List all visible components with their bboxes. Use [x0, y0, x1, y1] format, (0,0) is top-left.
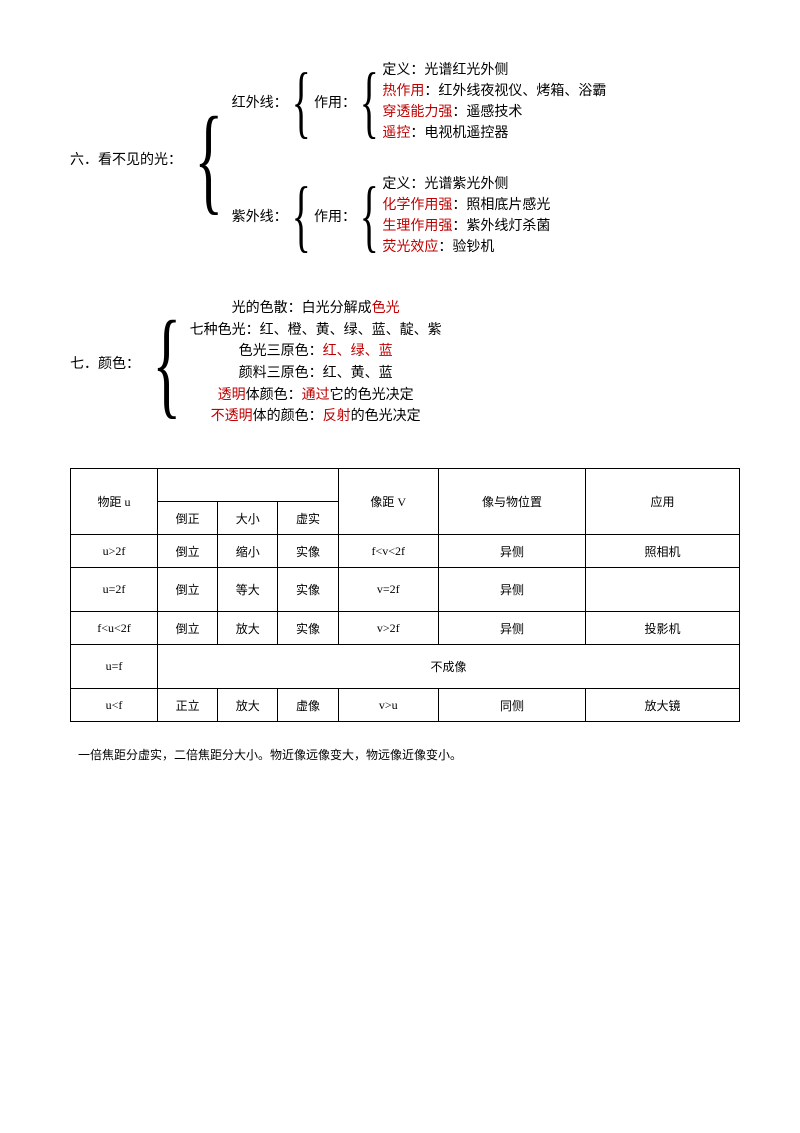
th-orientation: 倒正 — [157, 502, 217, 535]
th-image-dist: 像距 V — [338, 469, 438, 535]
seven-lines: 光的色散：白光分解成色光 七种色光：红、橙、黄、绿、蓝、靛、紫 色光三原色：红、… — [190, 298, 442, 428]
table-row: u=f不成像 — [71, 645, 740, 689]
infrared-group: 红外线： { 作用： { 定义：光谱红光外侧 热作用：红外线夜视仪、烤箱、浴霸 … — [232, 60, 607, 144]
th-position: 像与物位置 — [438, 469, 585, 535]
table-row: f<u<2f倒立放大实像v>2f异侧投影机 — [71, 612, 740, 645]
lens-imaging-table: 物距 u 像距 V 像与物位置 应用 倒正 大小 虚实 u>2f倒立缩小实像f<… — [70, 468, 740, 722]
six-subgroups: 红外线： { 作用： { 定义：光谱红光外侧 热作用：红外线夜视仪、烤箱、浴霸 … — [232, 60, 607, 258]
uv-bio: 生理作用强：紫外线灯杀菌 — [382, 216, 550, 237]
uv-fluor: 荧光效应：验钞机 — [382, 237, 550, 258]
uv-chem: 化学作用强：照相底片感光 — [382, 195, 550, 216]
table-row: u=2f倒立等大实像v=2f异侧 — [71, 568, 740, 612]
seven-colors: 七种色光：红、橙、黄、绿、蓝、靛、紫 — [190, 320, 442, 342]
opaque-color: 不透明体的颜色：反射的色光决定 — [190, 406, 442, 428]
section-six-label: 六．看不见的光： — [70, 149, 182, 169]
footnote: 一倍焦距分虚实，二倍焦距分大小。物近像远像变大，物远像近像变小。 — [78, 746, 740, 763]
light-primaries: 色光三原色：红、绿、蓝 — [190, 341, 442, 363]
uv-label: 紫外线： — [232, 206, 288, 226]
ir-heat: 热作用：红外线夜视仪、烤箱、浴霸 — [382, 81, 606, 102]
table-row: u<f正立放大虚像v>u同侧放大镜 — [71, 689, 740, 722]
ir-remote: 遥控：电视机遥控器 — [382, 123, 606, 144]
th-image-props — [157, 469, 338, 502]
ir-action-label: 作用： — [314, 92, 356, 112]
uv-lines: 定义：光谱紫光外侧 化学作用强：照相底片感光 生理作用强：紫外线灯杀菌 荧光效应… — [382, 174, 550, 258]
ir-def: 定义：光谱红光外侧 — [382, 60, 606, 81]
ir-penetrate: 穿透能力强：遥感技术 — [382, 102, 606, 123]
th-object-dist: 物距 u — [71, 469, 158, 535]
table-row: u>2f倒立缩小实像f<v<2f异侧照相机 — [71, 535, 740, 568]
ultraviolet-group: 紫外线： { 作用： { 定义：光谱紫光外侧 化学作用强：照相底片感光 生理作用… — [232, 174, 607, 258]
th-size: 大小 — [218, 502, 278, 535]
transparent-color: 透明体颜色：通过它的色光决定 — [190, 385, 442, 407]
ir-lines: 定义：光谱红光外侧 热作用：红外线夜视仪、烤箱、浴霸 穿透能力强：遥感技术 遥控… — [382, 60, 606, 144]
brace-icon: { — [194, 99, 223, 219]
th-real: 虚实 — [278, 502, 338, 535]
section-color: 七．颜色： { 光的色散：白光分解成色光 七种色光：红、橙、黄、绿、蓝、靛、紫 … — [70, 298, 740, 428]
brace-icon: { — [291, 176, 310, 256]
color-dispersion: 光的色散：白光分解成色光 — [190, 298, 442, 320]
th-application: 应用 — [586, 469, 740, 535]
brace-icon: { — [152, 303, 181, 423]
brace-icon: { — [360, 62, 379, 142]
pigment-primaries: 颜料三原色：红、黄、蓝 — [190, 363, 442, 385]
section-seven-label: 七．颜色： — [70, 353, 140, 373]
brace-icon: { — [360, 176, 379, 256]
uv-def: 定义：光谱紫光外侧 — [382, 174, 550, 195]
six-brace-group: { 红外线： { 作用： { 定义：光谱红光外侧 热作用：红外线夜视仪、烤箱、浴… — [186, 60, 606, 258]
seven-brace-group: { 光的色散：白光分解成色光 七种色光：红、橙、黄、绿、蓝、靛、紫 色光三原色：… — [144, 298, 442, 428]
infrared-label: 红外线： — [232, 92, 288, 112]
brace-icon: { — [291, 62, 310, 142]
section-invisible-light: 六．看不见的光： { 红外线： { 作用： { 定义：光谱红光外侧 热作用：红外… — [70, 60, 740, 258]
table-header-row: 物距 u 像距 V 像与物位置 应用 — [71, 469, 740, 502]
uv-action-label: 作用： — [314, 206, 356, 226]
